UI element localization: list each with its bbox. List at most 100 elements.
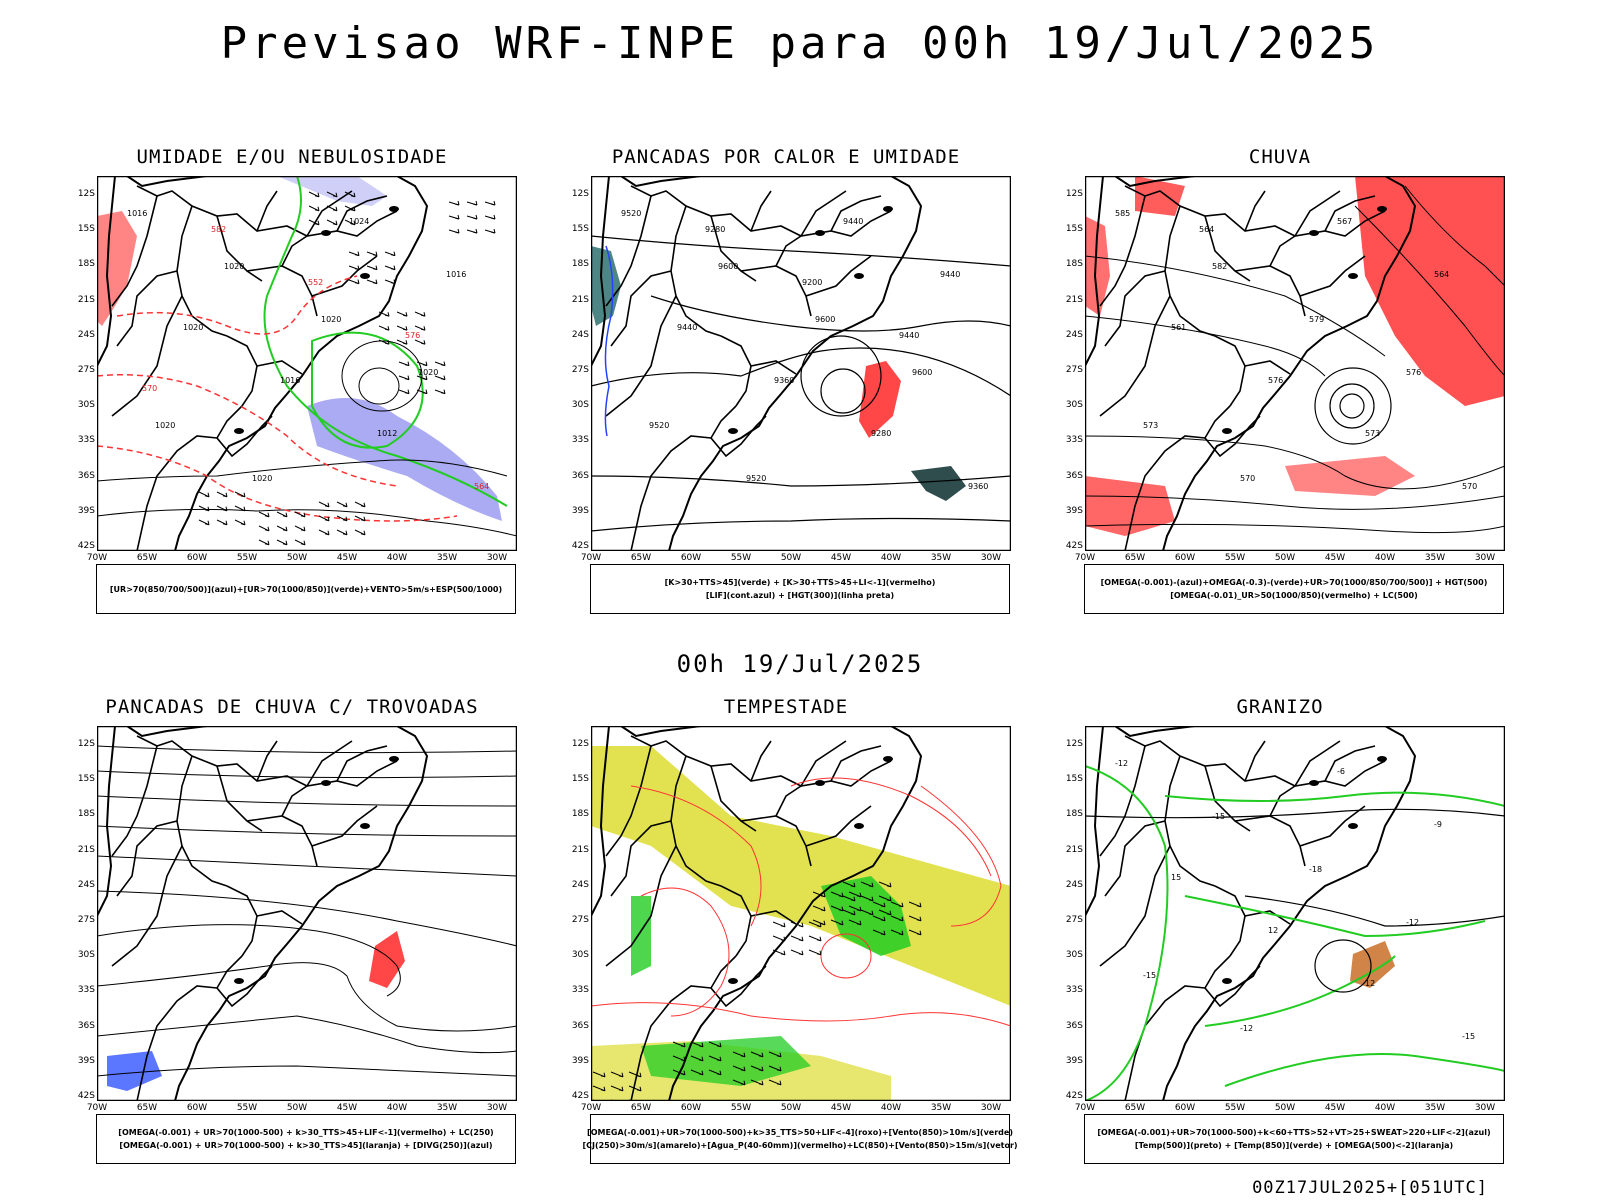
wind-vector-head xyxy=(342,502,348,508)
state-border xyxy=(281,785,308,817)
state-border xyxy=(216,765,263,832)
wind-vector-head xyxy=(332,192,338,198)
contour-line xyxy=(116,275,358,335)
state-border xyxy=(256,910,303,925)
lat-tick-label: 39S xyxy=(571,1055,589,1066)
lat-tick-label: 30S xyxy=(1065,950,1083,961)
wind-vector-head xyxy=(600,1072,606,1078)
state-border xyxy=(1104,270,1166,347)
wind-vector-head xyxy=(384,312,390,317)
lake xyxy=(1309,230,1319,236)
contour-value-label: 9600 xyxy=(815,315,835,324)
lat-tick-label: 24S xyxy=(571,879,589,890)
contour-line xyxy=(1224,1053,1505,1087)
wind-vector-head xyxy=(816,950,822,956)
lon-tick-label: 50W xyxy=(286,1103,308,1113)
map-frame xyxy=(1085,176,1505,551)
contour-line xyxy=(1314,939,1372,993)
lat-tick-label: 33S xyxy=(1065,435,1083,446)
legend-line-2: [OMEGA(-0.01)_UR>50(1000/850)(vermelho) … xyxy=(1170,591,1418,600)
lat-tick-label: 27S xyxy=(571,915,589,925)
state-border xyxy=(830,745,882,782)
lat-tick-label: 15S xyxy=(571,774,589,785)
contour-line xyxy=(790,777,992,877)
wind-vector-head xyxy=(314,192,320,198)
lat-tick-label: 18S xyxy=(1065,259,1083,270)
contour-line xyxy=(1085,315,1326,377)
contour-line xyxy=(1329,383,1375,429)
lat-tick-label: 36S xyxy=(571,470,589,481)
contour-value-label: 561 xyxy=(1171,323,1186,332)
lon-tick-label: 60W xyxy=(680,1103,702,1113)
state-border xyxy=(605,845,677,967)
contour-value-label: 1020 xyxy=(183,323,203,332)
lat-tick-label: 36S xyxy=(571,1020,589,1031)
wind-vector-head xyxy=(816,922,822,928)
contour-line xyxy=(97,890,517,947)
state-border xyxy=(740,265,812,317)
lon-tick-label: 35W xyxy=(930,1103,952,1113)
wind-vector-head xyxy=(404,361,410,367)
wind-vector-head xyxy=(350,192,356,198)
lat-tick-label: 42S xyxy=(1065,1091,1083,1101)
coastline xyxy=(1085,726,1417,1101)
state-border xyxy=(750,190,772,232)
wind-vector-head xyxy=(618,1086,624,1092)
lake xyxy=(1377,206,1387,212)
contour-value-label: 576 xyxy=(405,331,420,340)
contour-value-label: 1016 xyxy=(127,209,147,218)
contour-value-label: 582 xyxy=(1212,262,1227,271)
state-border xyxy=(1244,360,1291,375)
wind-vector-head xyxy=(404,375,410,381)
wind-vector-head xyxy=(282,540,288,546)
lon-tick-label: 35W xyxy=(1424,1103,1446,1113)
state-border xyxy=(216,405,273,458)
contour-value-label: 564 xyxy=(1434,270,1449,279)
lake xyxy=(234,978,244,984)
shaded-field xyxy=(1085,476,1175,536)
wind-vector-head xyxy=(420,312,426,317)
lake xyxy=(321,780,331,786)
lon-tick-label: 70W xyxy=(86,1103,108,1113)
contour-value-label: 9520 xyxy=(746,474,766,483)
contour-line xyxy=(591,475,1011,487)
wind-vector-head xyxy=(716,1070,722,1076)
contour-value-label: 579 xyxy=(1309,315,1324,324)
lake xyxy=(1309,780,1319,786)
map-plot: 12S 15S 18S 21S 24S 27S 30S 33S 36S 39S 42S 70W 65W 6… xyxy=(78,726,517,1113)
contour-line xyxy=(591,235,1011,267)
contour-value-label: 585 xyxy=(1115,209,1130,218)
lon-tick-label: 45W xyxy=(336,553,358,563)
wind-vector-head xyxy=(332,206,338,212)
wind-vector-head xyxy=(422,361,428,367)
wind-vector-head xyxy=(222,520,228,526)
wind-vector-head xyxy=(300,540,306,546)
wind-vector-head xyxy=(350,206,356,212)
lon-tick-label: 70W xyxy=(86,553,108,563)
lat-tick-label: 12S xyxy=(571,739,589,749)
contour-line xyxy=(650,295,1011,332)
state-border xyxy=(1294,190,1341,237)
contour-line xyxy=(311,331,424,449)
lat-tick-label: 24S xyxy=(77,879,95,890)
lon-tick-label: 50W xyxy=(1274,553,1296,563)
lon-tick-label: 65W xyxy=(136,1103,158,1113)
state-border xyxy=(336,745,388,782)
state-border xyxy=(111,745,158,857)
shaded-field xyxy=(277,176,387,206)
lon-tick-label: 60W xyxy=(186,553,208,563)
contour-line xyxy=(263,176,508,507)
state-border xyxy=(1099,845,1171,967)
lake xyxy=(815,780,825,786)
wind-vector-head xyxy=(758,1052,764,1058)
panel-tempestade: TEMPESTADE 12S 15S 18S 21S 24S 27S 30S 33S 36S 39… xyxy=(566,696,1018,1171)
state-border xyxy=(1124,435,1206,551)
contour-line xyxy=(820,933,872,979)
state-border xyxy=(111,195,158,307)
contour-line xyxy=(97,1065,517,1077)
lat-tick-label: 18S xyxy=(571,809,589,820)
state-border xyxy=(1104,820,1166,897)
wind-vector-head xyxy=(222,492,228,498)
contour-line xyxy=(97,825,517,837)
contour-line xyxy=(97,855,517,877)
